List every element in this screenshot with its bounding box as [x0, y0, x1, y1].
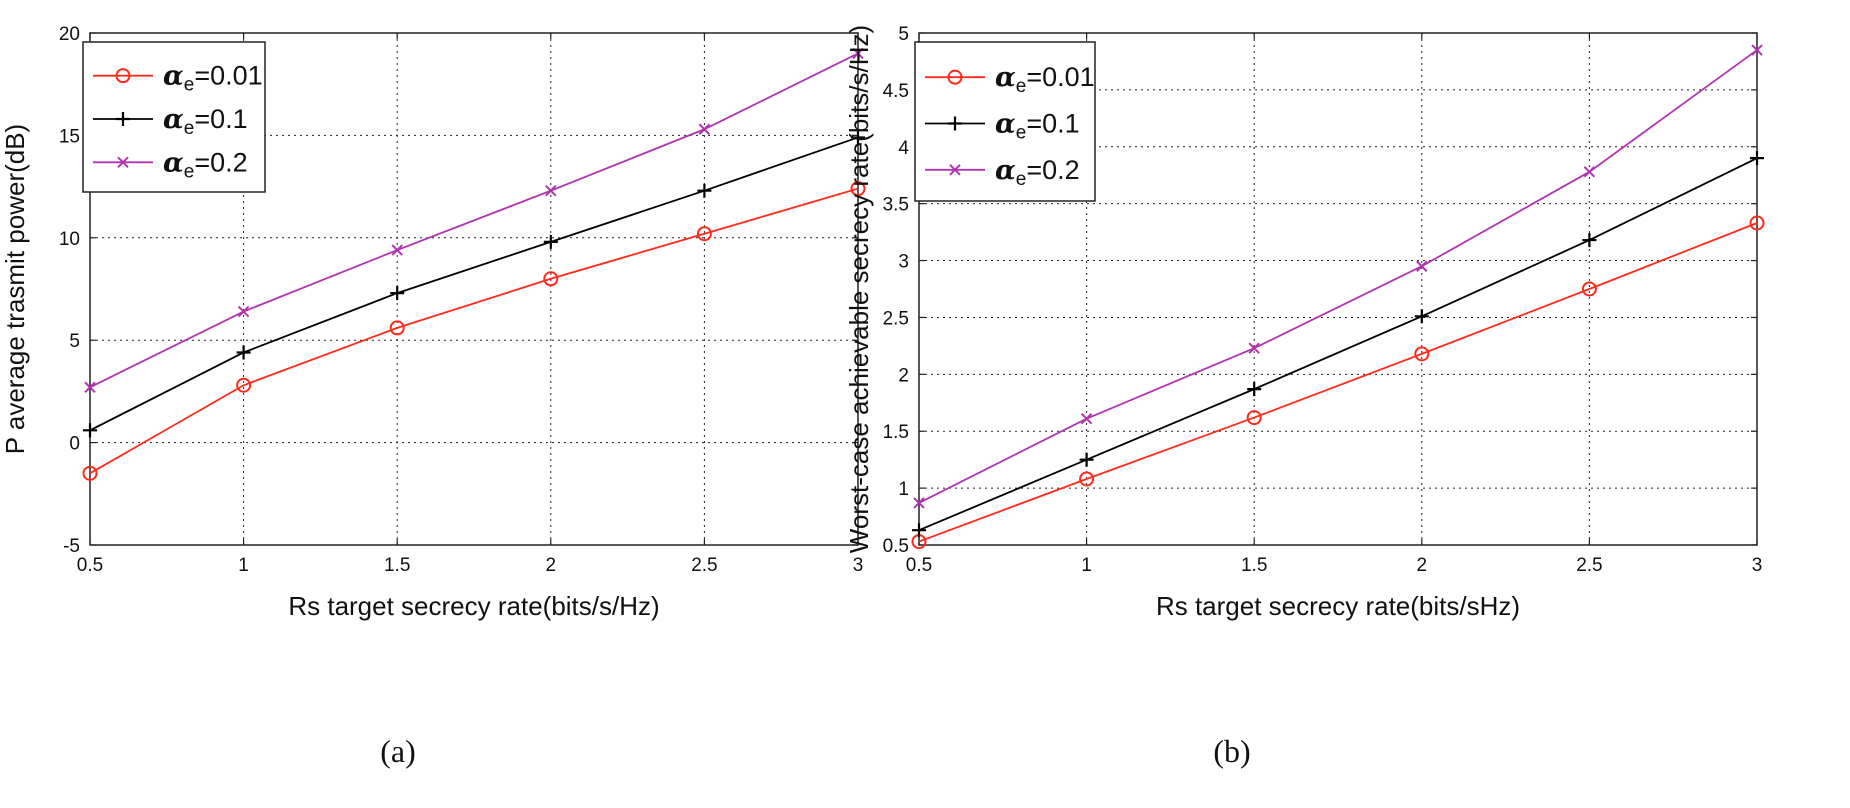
data-point — [1750, 151, 1764, 166]
x-tick-label: 2 — [546, 555, 557, 576]
series-line-2 — [918, 157, 1758, 532]
x-tick-label: 2.5 — [1576, 555, 1602, 576]
x-tick-label: 3 — [1752, 555, 1763, 576]
data-point — [237, 305, 250, 318]
legend-marker — [116, 112, 130, 126]
legend-entry-1: αe=0.01 — [163, 61, 263, 96]
x-tick-label: 0.5 — [906, 555, 932, 576]
data-point — [1414, 309, 1429, 324]
data-point — [84, 381, 96, 394]
legend-marker — [947, 69, 963, 85]
legend-marker — [949, 164, 961, 176]
legend-marker — [117, 156, 129, 169]
legend-entry-3: αe=0.2 — [995, 155, 1080, 190]
x-tick-label: 1 — [1081, 555, 1092, 576]
data-point — [543, 234, 558, 249]
legend-box — [82, 41, 266, 193]
chart-panel-2: 0.5 1 1.5 2 2.5 30.511.522.533.544.55αe=0.01α… — [844, 24, 1765, 769]
legend-entry-2: αe=0.1 — [163, 104, 248, 139]
data-point — [1246, 410, 1262, 426]
data-point — [83, 423, 97, 438]
x-tick-label: 2 — [1417, 555, 1428, 576]
legend-box — [914, 41, 1096, 202]
data-point — [696, 226, 712, 242]
data-point — [391, 244, 403, 256]
y-tick-label: 0.5 — [883, 536, 909, 557]
y-tick-label: 1 — [898, 479, 909, 500]
y-tick-label: 0 — [69, 434, 80, 455]
data-point — [1079, 452, 1094, 467]
data-point — [851, 130, 865, 145]
data-point — [82, 465, 98, 481]
y-tick-label: 4.5 — [883, 81, 909, 102]
data-point — [543, 271, 559, 287]
x-axis-label: Rs target secrecy rate(bits/sHz) — [1156, 591, 1520, 621]
legend-marker — [948, 116, 962, 131]
data-point — [545, 184, 557, 197]
data-point — [698, 123, 711, 135]
y-tick-label: 20 — [59, 24, 80, 45]
legend-entry-1: αe=0.01 — [995, 62, 1095, 97]
data-point — [1414, 346, 1430, 362]
legend-marker — [115, 68, 131, 84]
plot-frame — [89, 32, 859, 546]
data-point — [1582, 233, 1597, 248]
series-line-3 — [918, 49, 1758, 504]
legend-entry-2: αe=0.1 — [995, 109, 1080, 144]
y-axis-label: P average trasmit power(dB) — [0, 124, 30, 454]
y-tick-label: 2 — [898, 365, 909, 386]
data-point — [236, 345, 251, 360]
data-point — [913, 497, 925, 509]
y-tick-label: -5 — [63, 536, 80, 557]
x-tick-label: 1.5 — [384, 555, 410, 576]
y-axis-label: Worst-case achievable secrecy rate(bits/… — [844, 25, 874, 553]
data-point — [912, 523, 926, 538]
series-line-1 — [89, 187, 859, 475]
panel-caption: (b) — [1213, 733, 1250, 769]
x-axis-label: Rs target secrecy rate(bits/s/Hz) — [288, 591, 659, 621]
legend: αe=0.01 αe=0.1 αe=0.2 — [914, 41, 1096, 202]
x-tick-label: 1 — [238, 555, 249, 576]
y-tick-label: 10 — [59, 229, 80, 250]
data-point — [1416, 260, 1428, 272]
data-point — [236, 377, 252, 393]
data-point — [1583, 166, 1596, 178]
series-line-2 — [89, 136, 859, 432]
y-tick-label: 5 — [69, 331, 80, 352]
y-tick-label: 5 — [898, 24, 909, 45]
series-line-1 — [918, 222, 1758, 543]
x-tick-label: 1.5 — [1241, 555, 1267, 576]
data-point — [1248, 342, 1260, 354]
data-point — [1581, 281, 1597, 297]
data-point — [389, 320, 405, 336]
x-tick-label: 2.5 — [691, 555, 717, 576]
plot-frame — [918, 32, 1758, 546]
y-tick-label: 15 — [59, 126, 80, 147]
data-point — [390, 286, 405, 301]
y-tick-label: 1.5 — [883, 422, 909, 443]
x-tick-label: 0.5 — [77, 555, 103, 576]
legend: αe=0.01 αe=0.1 αe=0.2 — [82, 41, 266, 193]
data-point — [850, 181, 866, 197]
y-tick-label: 3.5 — [883, 195, 909, 216]
legend-entry-3: αe=0.2 — [163, 147, 248, 182]
data-point — [852, 47, 864, 60]
data-point — [697, 183, 712, 198]
y-tick-label: 2.5 — [883, 308, 909, 329]
data-point — [1751, 44, 1763, 56]
chart-panel-1: 0.5 1 1.5 2 2.5 3-505101520αe=0.01αe=0.1αe=0.… — [0, 24, 866, 769]
data-point — [1247, 382, 1262, 397]
data-point — [1080, 412, 1093, 425]
y-tick-label: 4 — [898, 138, 909, 159]
y-tick-label: 3 — [898, 252, 909, 273]
data-point — [1079, 471, 1095, 487]
x-tick-label: 3 — [853, 555, 864, 576]
series-line-3 — [89, 52, 859, 389]
data-point — [1749, 215, 1765, 231]
panel-caption: (a) — [380, 733, 416, 769]
